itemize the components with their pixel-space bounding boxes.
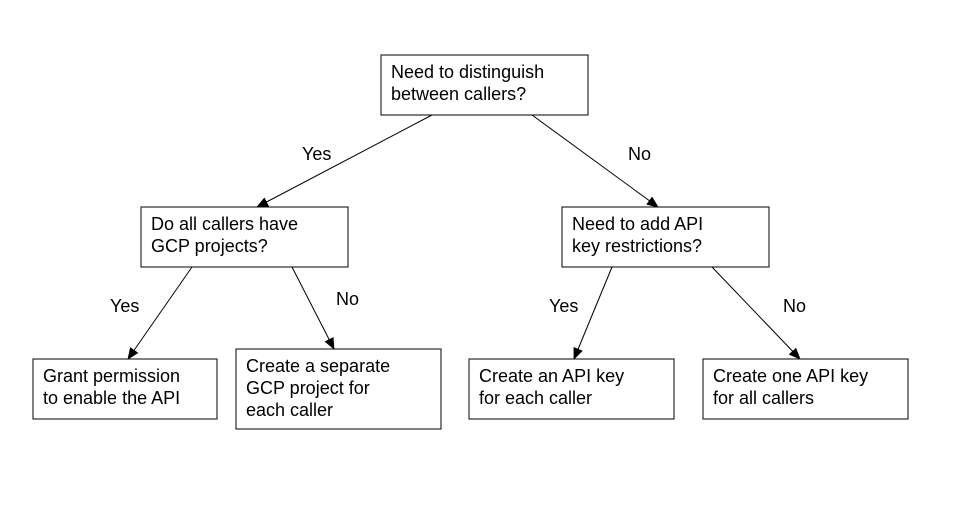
edge-label: No xyxy=(628,144,651,164)
edge-label: Yes xyxy=(302,144,331,164)
node-text-line: Grant permission xyxy=(43,366,180,386)
node-text-line: key restrictions? xyxy=(572,236,702,256)
node-text-line: Do all callers have xyxy=(151,214,298,234)
flowchart-node-root: Need to distinguishbetween callers? xyxy=(381,55,588,115)
flowchart-node-leaf_d: Create one API keyfor all callers xyxy=(703,359,908,419)
flowchart-node-leaf_b: Create a separateGCP project foreach cal… xyxy=(236,349,441,429)
edge-line xyxy=(292,267,334,349)
flowchart-node-leaf_c: Create an API keyfor each caller xyxy=(469,359,674,419)
flowchart-edge-right_q-leaf_c xyxy=(574,267,612,359)
node-text-line: for each caller xyxy=(479,388,592,408)
node-text-line: to enable the API xyxy=(43,388,180,408)
edge-label: Yes xyxy=(110,296,139,316)
node-text-line: between callers? xyxy=(391,84,526,104)
node-text-line: Need to add API xyxy=(572,214,703,234)
edge-label: Yes xyxy=(549,296,578,316)
node-text-line: Create an API key xyxy=(479,366,624,386)
edge-line xyxy=(574,267,612,359)
node-text-line: Create a separate xyxy=(246,356,390,376)
node-text-line: GCP project for xyxy=(246,378,370,398)
node-text-line: each caller xyxy=(246,400,333,420)
node-text-line: for all callers xyxy=(713,388,814,408)
edge-label: No xyxy=(336,289,359,309)
node-text-line: Create one API key xyxy=(713,366,868,386)
flowchart-edge-left_q-leaf_b xyxy=(292,267,334,349)
node-text-line: GCP projects? xyxy=(151,236,268,256)
flowchart-node-left_q: Do all callers haveGCP projects? xyxy=(141,207,348,267)
edge-line xyxy=(257,115,432,207)
flowchart-node-leaf_a: Grant permissionto enable the API xyxy=(33,359,217,419)
edge-label: No xyxy=(783,296,806,316)
flowchart-edge-root-left_q xyxy=(257,115,432,207)
flowchart-node-right_q: Need to add APIkey restrictions? xyxy=(562,207,769,267)
node-text-line: Need to distinguish xyxy=(391,62,544,82)
